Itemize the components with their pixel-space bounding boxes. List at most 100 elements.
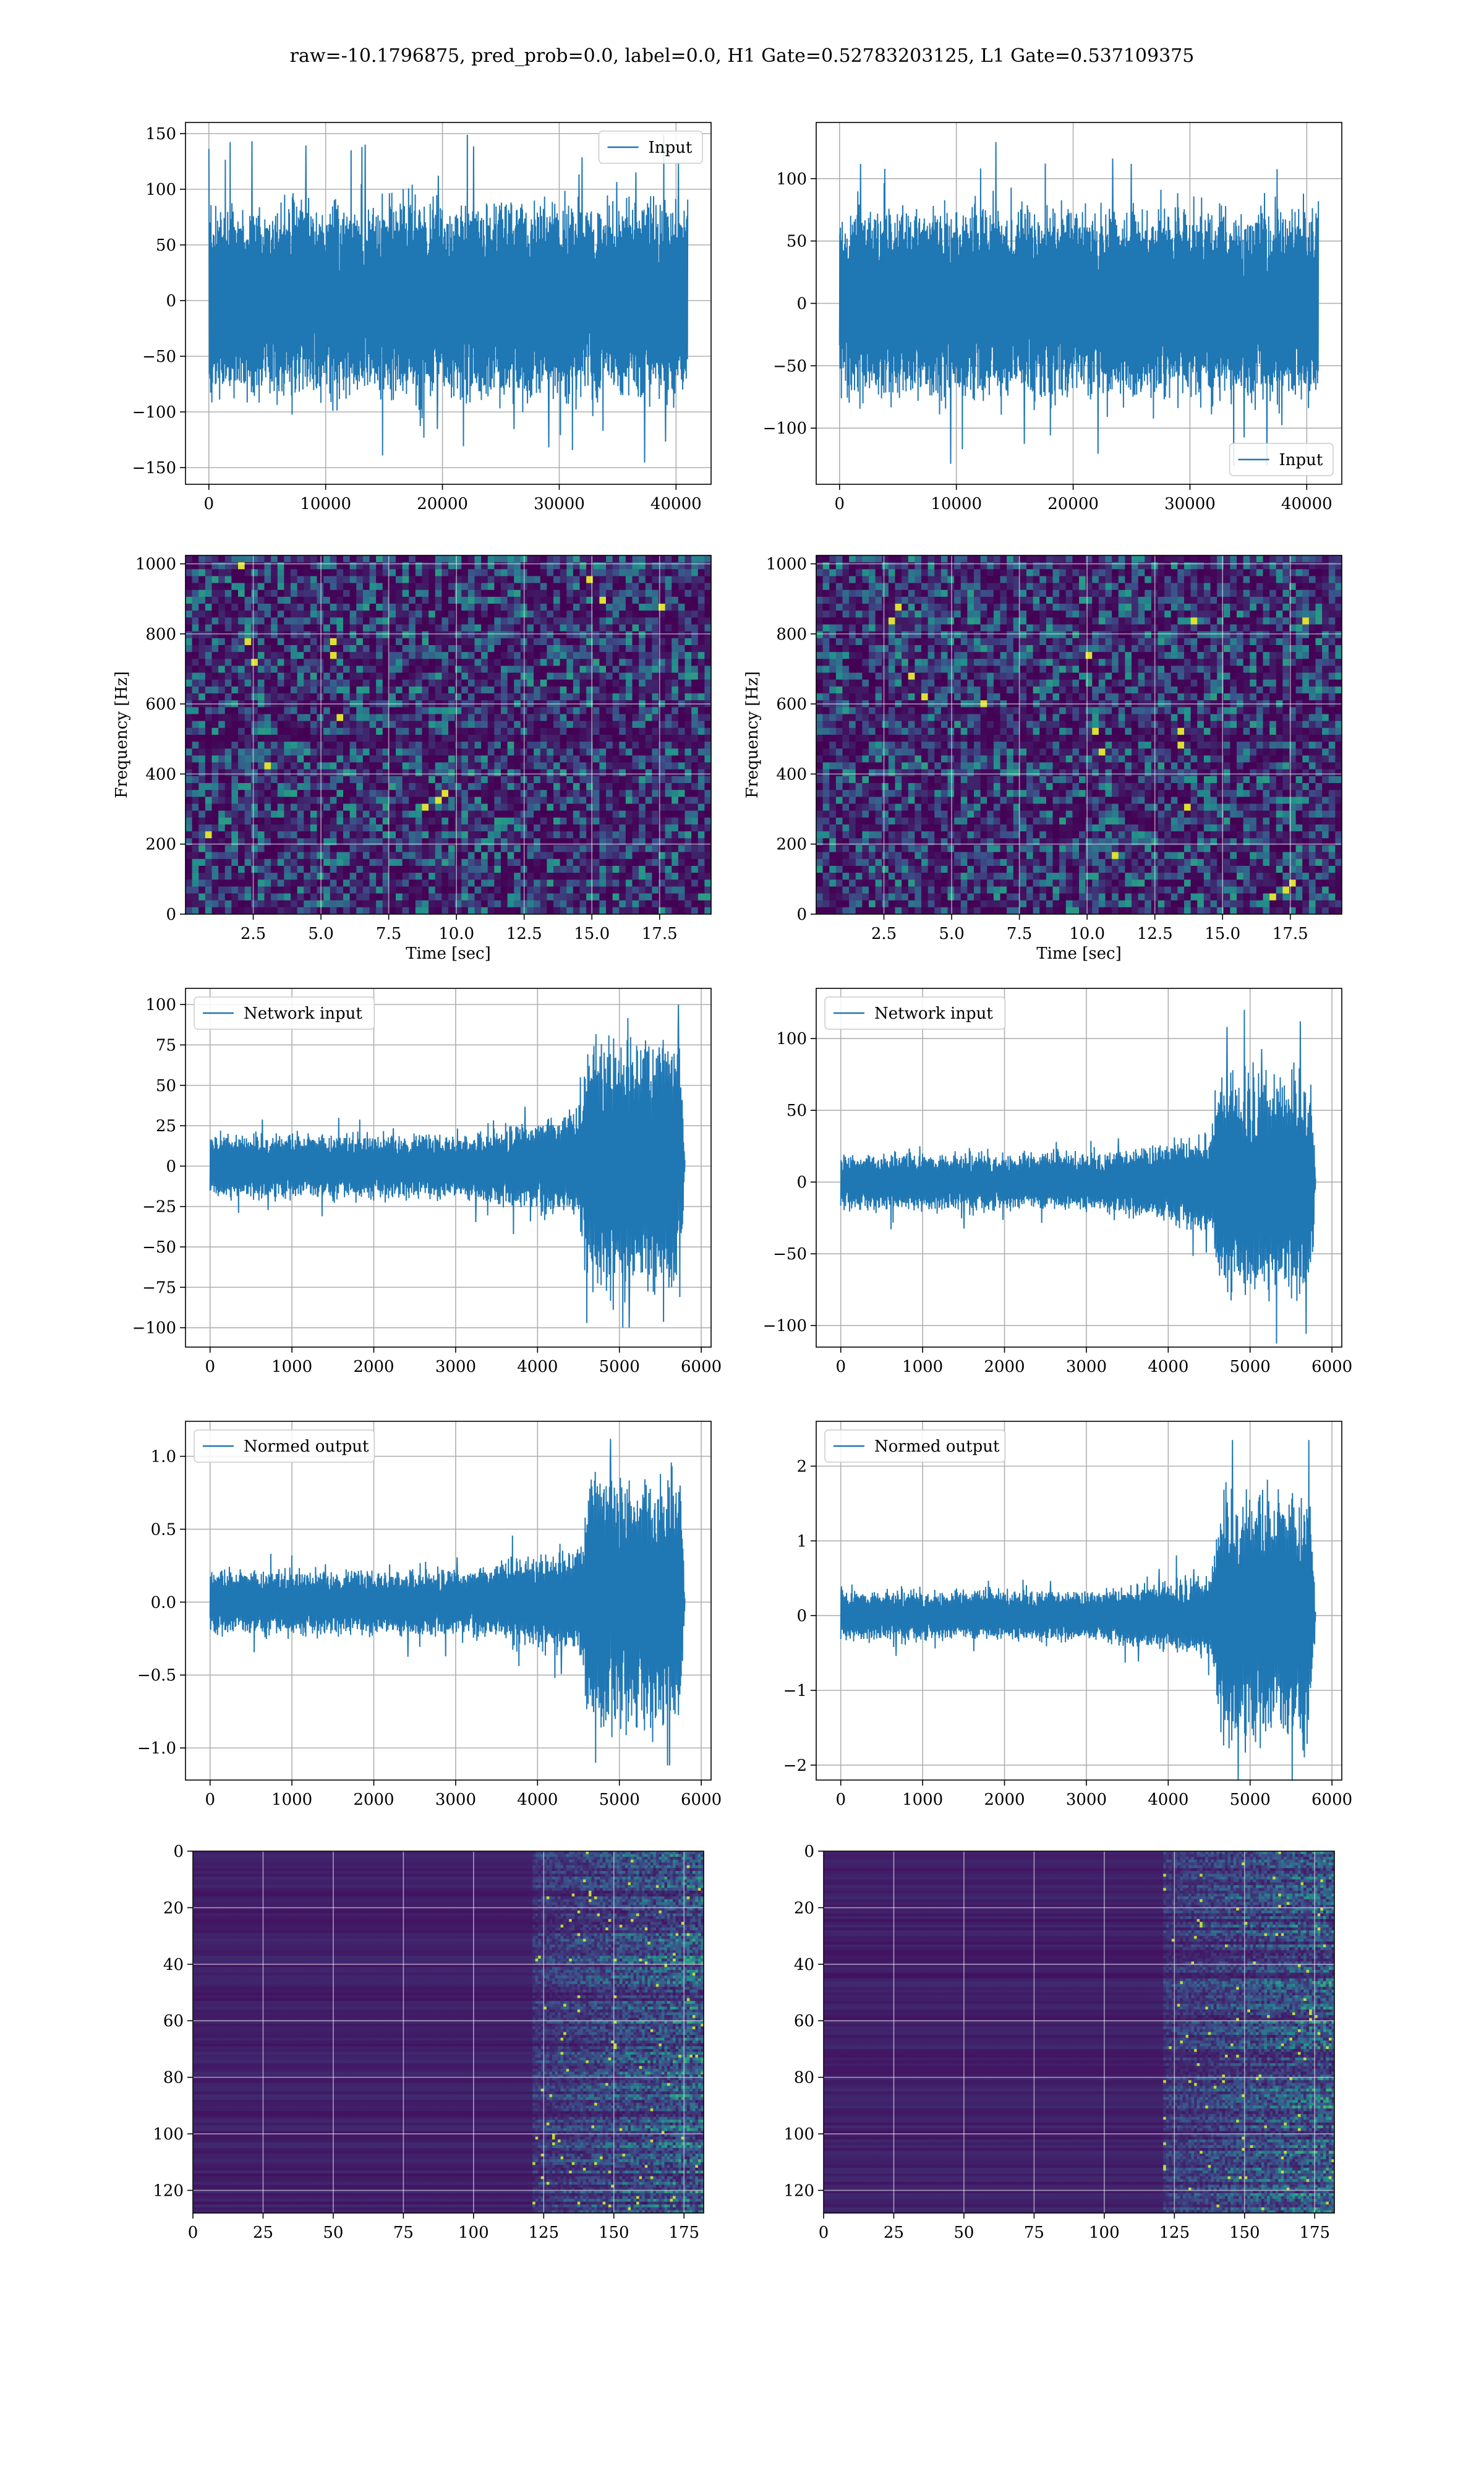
y-tick-label: 0.0 bbox=[151, 1593, 176, 1612]
heatmap-cells bbox=[186, 555, 711, 914]
x-tick-label: 5000 bbox=[599, 1358, 640, 1376]
legend-label: Normed output bbox=[244, 1437, 369, 1456]
grid-lines bbox=[186, 988, 711, 1347]
x-tick-label: 17.5 bbox=[642, 925, 678, 943]
panel-normed-output-l1: 0 1000 2000 3000 4000 5000 6000 −2 −1 0 1 2 Normed o… bbox=[783, 1421, 1352, 1809]
x-tick-label: 0 bbox=[205, 1358, 215, 1376]
axes-frame bbox=[816, 555, 1342, 915]
y-tick-label: −2 bbox=[783, 1757, 807, 1775]
x-tick-label: 5000 bbox=[1230, 1791, 1271, 1809]
series-line bbox=[208, 134, 689, 463]
x-tick-label: 40000 bbox=[1281, 495, 1333, 513]
y-tick-label: −50 bbox=[142, 348, 176, 366]
y-tick-label: −50 bbox=[142, 1238, 176, 1257]
y-tick-label: −100 bbox=[763, 1317, 807, 1335]
series-line bbox=[840, 1009, 1316, 1344]
y-tick-label: 0 bbox=[804, 1843, 814, 1861]
y-tick-label: 120 bbox=[153, 2181, 184, 2200]
y-tick-label: −1 bbox=[783, 1682, 807, 1700]
x-tick-label: 6000 bbox=[681, 1791, 722, 1809]
y-tick-label: 150 bbox=[145, 125, 176, 143]
y-tick-label: 2 bbox=[796, 1458, 807, 1476]
x-tick-label: 3000 bbox=[435, 1358, 476, 1376]
y-tick-label: 0 bbox=[166, 1157, 176, 1176]
x-tick-label: 1000 bbox=[271, 1791, 312, 1809]
y-tick-label: 600 bbox=[145, 695, 176, 714]
y-tick-label: 1000 bbox=[135, 555, 176, 574]
x-tick-label: 20000 bbox=[1047, 495, 1099, 513]
legend: Network input bbox=[194, 996, 375, 1030]
y-tick-label: 20 bbox=[794, 1899, 814, 1917]
y-tick-label: 1000 bbox=[766, 555, 807, 574]
x-tick-label: 10.0 bbox=[1069, 925, 1105, 943]
figure-suptitle: raw=-10.1796875, pred_prob=0.0, label=0.… bbox=[290, 45, 1195, 67]
x-tick-label: 175 bbox=[668, 2224, 699, 2242]
panel-input-h1: 0 10000 20000 30000 40000 −150 −100 −50 0 50 100 15… bbox=[132, 122, 712, 513]
y-tick-label: 0 bbox=[796, 1607, 807, 1625]
y-tick-label: 1.0 bbox=[151, 1448, 176, 1466]
y-axis-label: Frequency [Hz] bbox=[113, 671, 131, 798]
axes-frame bbox=[823, 1851, 1335, 2214]
axes-frame bbox=[185, 1421, 712, 1781]
y-tick-label: 0.5 bbox=[151, 1520, 176, 1539]
legend-label: Input bbox=[1279, 451, 1323, 469]
x-tick-label: 1000 bbox=[902, 1791, 943, 1809]
x-tick-label: 10.0 bbox=[438, 925, 474, 943]
y-tick-label: −0.5 bbox=[137, 1666, 176, 1685]
x-tick-label: 0 bbox=[205, 1791, 215, 1809]
y-tick-label: 80 bbox=[163, 2069, 184, 2087]
legend-box bbox=[824, 996, 1006, 1030]
heatmap-cells bbox=[193, 1851, 704, 2213]
x-tick-label: 25 bbox=[253, 2224, 273, 2242]
x-tick-label: 15.0 bbox=[574, 925, 610, 943]
y-tick-label: 120 bbox=[783, 2181, 814, 2200]
y-tick-label: 1 bbox=[796, 1532, 807, 1551]
series-line bbox=[838, 142, 1320, 466]
panel-feature-map-l1: 0 25 50 75 100 125 150 175 0 20 40 60 80 100 120 bbox=[783, 1843, 1335, 2242]
x-tick-label: 17.5 bbox=[1273, 925, 1308, 943]
y-tick-label: −50 bbox=[773, 1245, 807, 1264]
x-tick-label: 2000 bbox=[353, 1791, 394, 1809]
x-tick-label: 10000 bbox=[300, 495, 351, 513]
x-tick-label: 10000 bbox=[931, 495, 982, 513]
axes-frame bbox=[816, 988, 1342, 1348]
x-tick-label: 125 bbox=[528, 2224, 559, 2242]
y-tick-label: −100 bbox=[763, 419, 807, 438]
series-line bbox=[840, 1440, 1316, 1780]
y-tick-label: 80 bbox=[794, 2069, 814, 2087]
legend: Normed output bbox=[824, 1429, 1006, 1463]
panel-normed-output-h1: 0 1000 2000 3000 4000 5000 6000 −1.0 −0.5 0.0 0.5 1… bbox=[137, 1421, 722, 1809]
y-tick-label: 800 bbox=[776, 625, 807, 644]
y-tick-label: 0 bbox=[796, 295, 807, 314]
x-tick-label: 3000 bbox=[1066, 1358, 1107, 1376]
x-tick-label: 40000 bbox=[650, 495, 702, 513]
y-tick-label: 800 bbox=[145, 625, 176, 644]
x-tick-label: 20000 bbox=[417, 495, 468, 513]
axes-frame bbox=[192, 1851, 704, 2214]
x-tick-label: 5.0 bbox=[939, 925, 964, 943]
panel-spectrogram-h1: 2.5 5.0 7.5 10.0 12.5 15.0 17.5 0 200 400 600 800 10… bbox=[113, 555, 712, 963]
x-tick-label: 0 bbox=[188, 2224, 198, 2242]
x-axis-label: Time [sec] bbox=[1036, 944, 1122, 963]
x-tick-label: 2000 bbox=[984, 1791, 1025, 1809]
legend-label: Input bbox=[649, 139, 693, 157]
x-tick-label: 3000 bbox=[1066, 1791, 1107, 1809]
y-tick-label: 75 bbox=[156, 1036, 176, 1055]
y-tick-label: 25 bbox=[156, 1117, 176, 1136]
y-tick-label: 60 bbox=[163, 2012, 184, 2031]
y-tick-label: 0 bbox=[796, 1173, 807, 1192]
panel-input-l1: 0 10000 20000 30000 40000 −100 −50 0 50 100 Input bbox=[763, 122, 1342, 513]
y-tick-label: −150 bbox=[132, 459, 176, 477]
x-tick-label: 12.5 bbox=[506, 925, 542, 943]
x-tick-label: 1000 bbox=[271, 1358, 312, 1376]
x-tick-label: 50 bbox=[323, 2224, 343, 2242]
series-line bbox=[209, 1004, 686, 1328]
y-tick-label: 100 bbox=[783, 2125, 814, 2144]
legend-label: Network input bbox=[244, 1004, 362, 1023]
axes-frame bbox=[185, 555, 712, 915]
y-tick-label: 100 bbox=[153, 2125, 184, 2144]
y-tick-label: 100 bbox=[145, 996, 176, 1014]
x-tick-label: 3000 bbox=[435, 1791, 476, 1809]
legend-box bbox=[1229, 443, 1334, 476]
y-tick-label: 200 bbox=[776, 836, 807, 854]
